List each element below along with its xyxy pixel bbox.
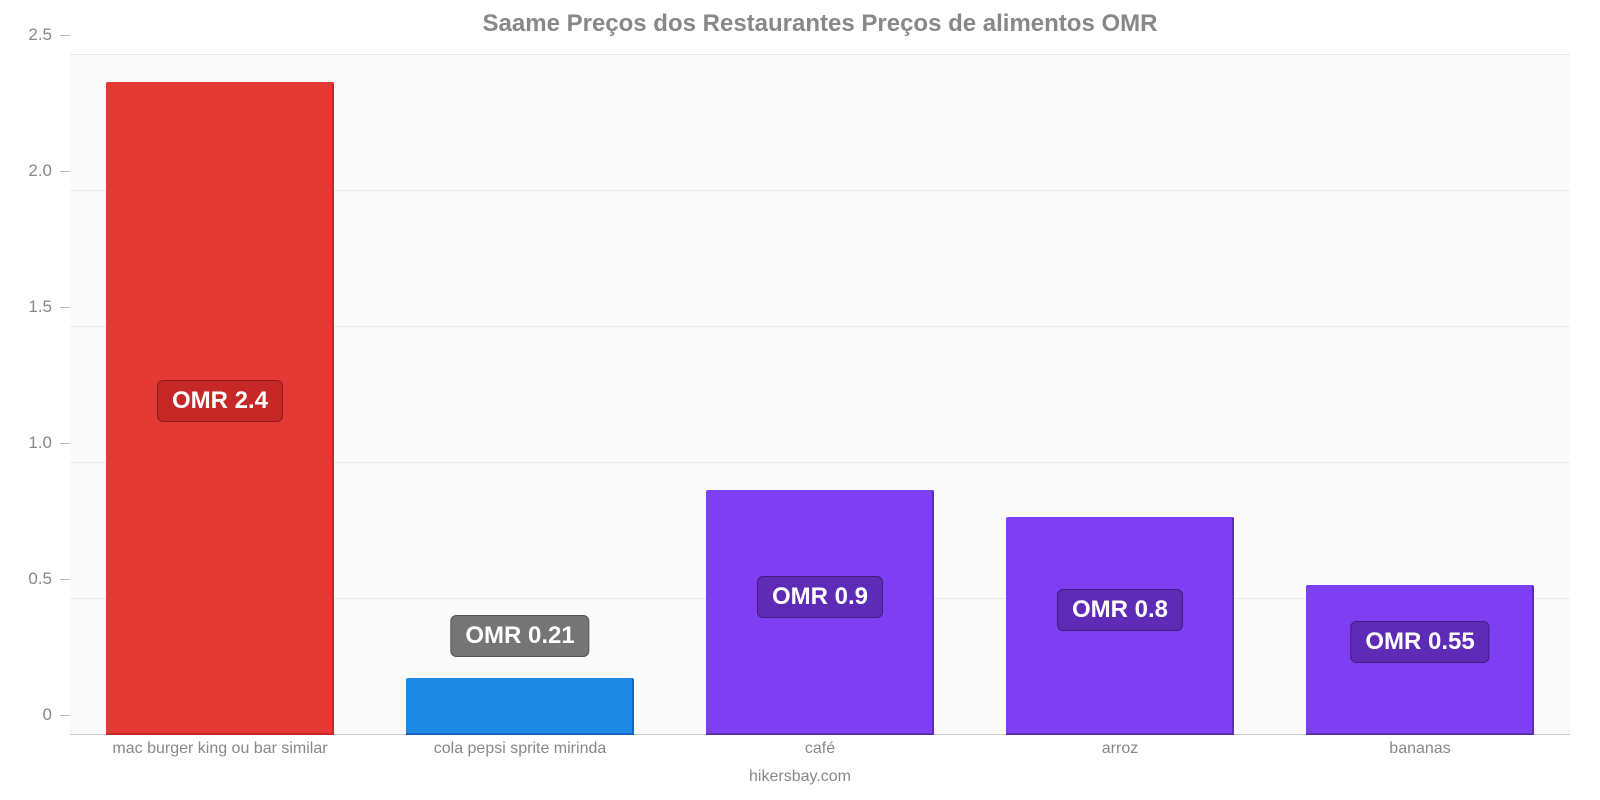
bar bbox=[406, 678, 634, 735]
bar-value-badge: OMR 0.8 bbox=[1057, 589, 1183, 631]
bar-slot: OMR 0.21 bbox=[370, 55, 670, 735]
y-tick-label: 2.0 bbox=[28, 161, 70, 181]
x-axis-label: bananas bbox=[1270, 740, 1570, 758]
bars-row: OMR 2.4 OMR 0.21 OMR 0.9 OMR 0.8 OMR 0.55 bbox=[70, 55, 1570, 735]
attribution-text: hikersbay.com bbox=[0, 768, 1600, 786]
bar-slot: OMR 2.4 bbox=[70, 55, 370, 735]
price-bar-chart: Saame Preços dos Restaurantes Preços de … bbox=[0, 0, 1600, 800]
bar-value-badge: OMR 0.9 bbox=[757, 576, 883, 618]
plot-area: 00.51.01.52.02.5 OMR 2.4OMR 0.21OMR 0.9O… bbox=[70, 55, 1570, 735]
y-tick-label: 1.5 bbox=[28, 297, 70, 317]
bar-value-badge: OMR 0.21 bbox=[450, 615, 589, 657]
y-tick-label: 0.5 bbox=[28, 569, 70, 589]
y-tick-label: 0 bbox=[43, 705, 70, 725]
x-axis-labels: mac burger king ou bar similarcola pepsi… bbox=[70, 740, 1570, 758]
bar-value-badge: OMR 0.55 bbox=[1350, 621, 1489, 663]
bar-slot: OMR 0.9 bbox=[670, 55, 970, 735]
x-axis-label: cola pepsi sprite mirinda bbox=[370, 740, 670, 758]
bar-slot: OMR 0.55 bbox=[1270, 55, 1570, 735]
bar-value-badge: OMR 2.4 bbox=[157, 380, 283, 422]
x-axis-label: arroz bbox=[970, 740, 1270, 758]
y-tick-label: 1.0 bbox=[28, 433, 70, 453]
x-axis-label: café bbox=[670, 740, 970, 758]
chart-title: Saame Preços dos Restaurantes Preços de … bbox=[70, 10, 1570, 38]
x-axis-label: mac burger king ou bar similar bbox=[70, 740, 370, 758]
bar-slot: OMR 0.8 bbox=[970, 55, 1270, 735]
y-tick-label: 2.5 bbox=[28, 25, 70, 45]
